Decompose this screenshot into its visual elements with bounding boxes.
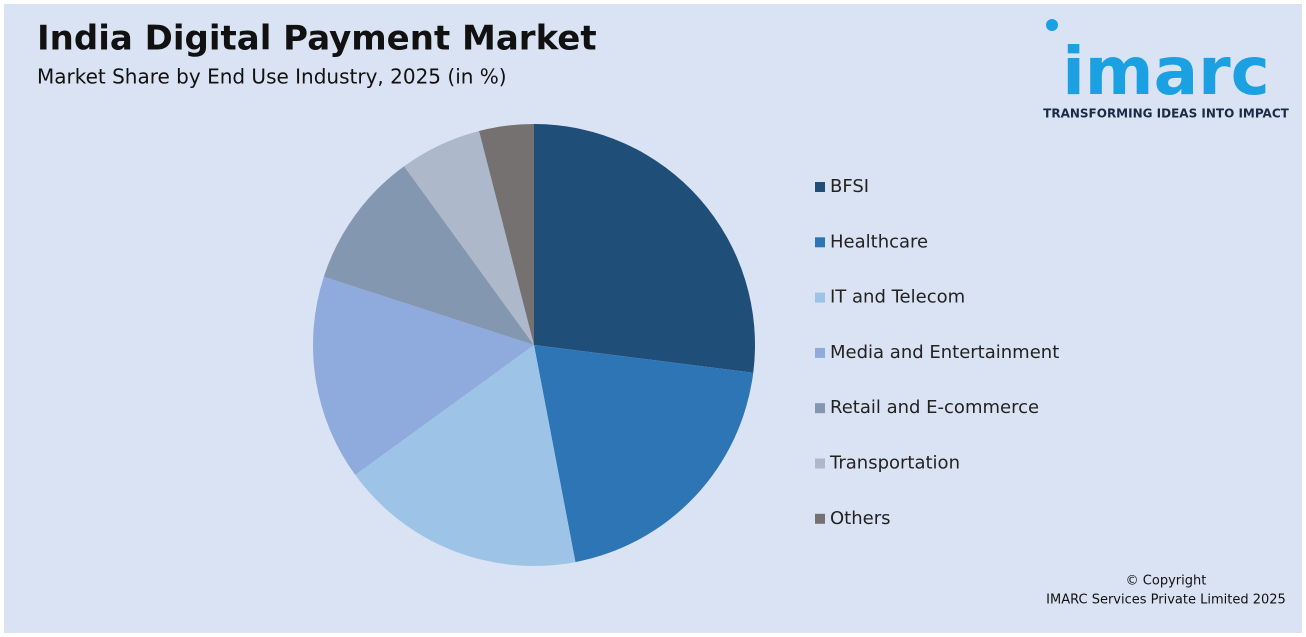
legend-swatch (815, 513, 825, 524)
pie-slice (534, 124, 755, 373)
copyright: © Copyright (1126, 574, 1207, 589)
legend-label: Transportation (829, 453, 960, 474)
copyright: IMARC Services Private Limited 2025 (1046, 593, 1286, 608)
chart-subtitle: Market Share by End Use Industry, 2025 (… (37, 65, 507, 89)
logo: imarc (1062, 33, 1270, 110)
pie-slice (479, 124, 534, 345)
pie-slice (404, 130, 534, 345)
pie-slice (312, 276, 534, 475)
legend-swatch (815, 182, 825, 192)
pie-slice (534, 345, 754, 563)
legend: BFSI Healthcare IT and Telecom Media and En… (815, 176, 1059, 529)
legend-label: Others (830, 508, 891, 529)
logo-tagline: TRANSFORMING IDEAS INTO IMPACT (1043, 107, 1290, 121)
legend-swatch (815, 403, 825, 414)
chart-title: India Digital Payment Market (37, 19, 597, 59)
legend-swatch (815, 237, 825, 248)
legend-label: Healthcare (830, 231, 928, 252)
legend-label: IT and Telecom (830, 287, 965, 308)
pie-slice (355, 345, 576, 566)
legend-label: Media and Entertainment (830, 342, 1059, 363)
legend-swatch (815, 458, 825, 469)
legend-swatch (815, 292, 825, 303)
logo-dot (1046, 19, 1058, 31)
pie-slice (323, 166, 534, 345)
legend-swatch (815, 347, 825, 358)
legend-label: Retail and E-commerce (830, 397, 1039, 418)
legend-label: BFSI (830, 176, 869, 197)
pie (312, 124, 755, 566)
